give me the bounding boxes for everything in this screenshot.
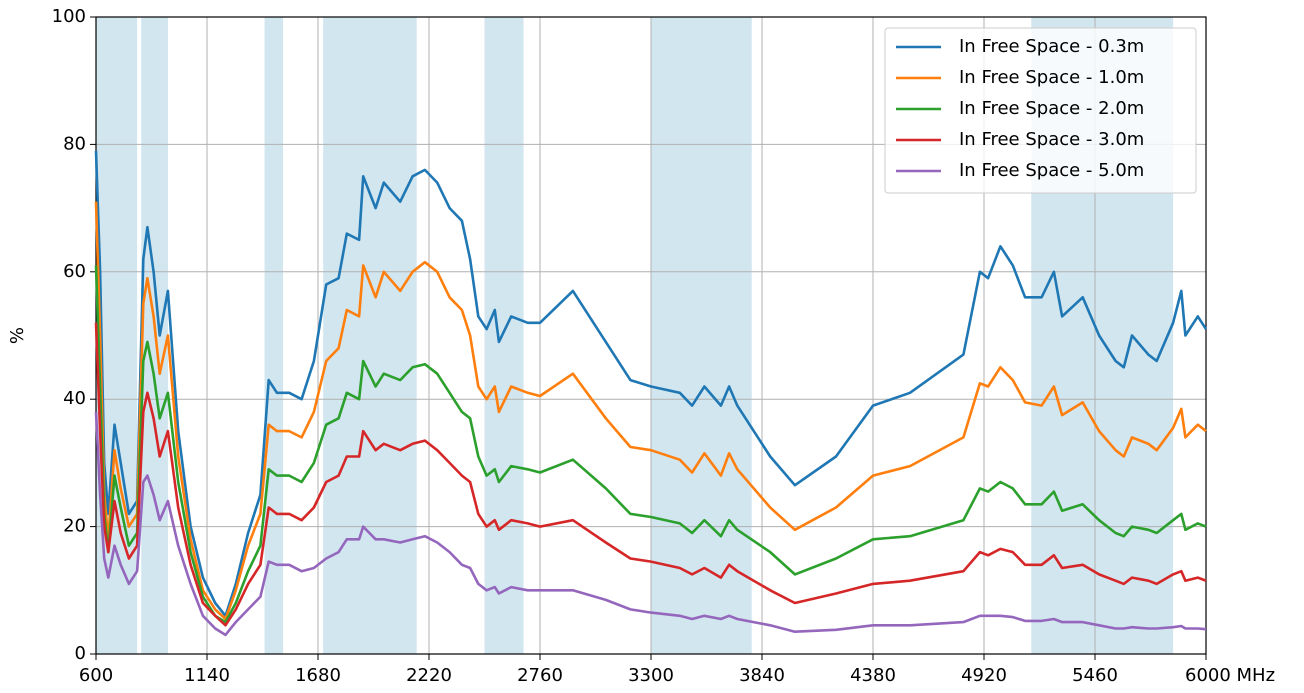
legend-label: In Free Space - 5.0m [959,160,1144,181]
y-tick-label: 40 [63,388,86,409]
shaded-band [323,17,417,654]
legend-label: In Free Space - 2.0m [959,98,1144,119]
y-axis-label: % [7,327,28,344]
legend-label: In Free Space - 3.0m [959,129,1144,150]
x-tick-label: 3300 [628,665,674,686]
shaded-band [264,17,284,654]
series-line [94,265,1207,624]
series-line [94,201,1207,621]
x-tick-label: 2220 [406,665,452,686]
x-tick-label: 1140 [184,665,230,686]
x-tick-label: 4920 [961,665,1007,686]
x-tick-label: 3840 [739,665,785,686]
y-tick-label: 20 [63,516,86,537]
x-tick-label: 6000 MHz [1185,665,1275,686]
y-tick-label: 0 [75,643,86,664]
legend-box [884,27,1197,194]
series-line [94,411,1207,637]
series-line [94,322,1207,627]
legend-label: In Free Space - 0.3m [959,36,1144,57]
shaded-band [484,17,524,654]
x-tick-label: 600 [79,665,113,686]
y-tick-label: 100 [52,6,86,27]
x-tick-label: 1680 [295,665,341,686]
legend-label: In Free Space - 1.0m [959,67,1144,88]
y-tick-label: 60 [63,261,86,282]
x-tick-label: 2760 [517,665,563,686]
shaded-band [651,17,752,654]
x-tick-label: 4380 [850,665,896,686]
y-tick-label: 80 [63,133,86,154]
series-line [94,150,1208,618]
x-tick-label: 5460 [1072,665,1118,686]
